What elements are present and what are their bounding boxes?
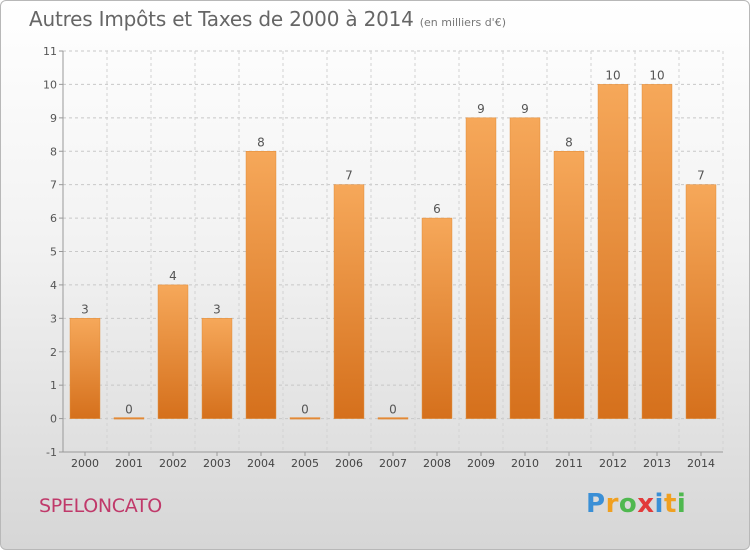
- commune-name: SPELONCATO: [39, 495, 162, 517]
- x-tick-label: 2001: [115, 457, 143, 470]
- label-layer: -1 0 1 2 3 4 5 6 7 8 9 10 11 3 2000 0 2001 4 2002 3 2003 8 200…: [43, 45, 715, 470]
- x-tick-label: 2000: [71, 457, 99, 470]
- chart-subtitle: (en milliers d'€): [419, 16, 506, 29]
- grid-layer: [59, 50, 724, 456]
- bar: [421, 217, 453, 419]
- logo-letter: t: [663, 489, 677, 519]
- x-tick-label: 2007: [379, 457, 407, 470]
- bar: [597, 84, 629, 419]
- x-tick-label: 2006: [335, 457, 363, 470]
- bar: [465, 117, 497, 419]
- data-label: 8: [565, 135, 573, 149]
- data-label: 3: [81, 302, 89, 316]
- x-tick-label: 2014: [687, 457, 715, 470]
- x-tick-label: 2010: [511, 457, 539, 470]
- data-label: 7: [697, 169, 705, 183]
- y-tick-label: 2: [50, 346, 57, 359]
- chart-title: Autres Impôts et Taxes de 2000 à 2014: [29, 7, 414, 31]
- y-tick-label: 1: [50, 379, 57, 392]
- y-tick-label: 9: [50, 112, 57, 125]
- data-label: 6: [433, 202, 441, 216]
- bar: [289, 417, 321, 420]
- bar: [553, 151, 585, 419]
- x-tick-label: 2005: [291, 457, 319, 470]
- bar-layer: [69, 84, 717, 420]
- title-row: Autres Impôts et Taxes de 2000 à 2014 (en…: [29, 7, 506, 31]
- bar: [333, 184, 365, 419]
- logo-letter: r: [605, 489, 619, 519]
- logo-letter: x: [637, 489, 655, 519]
- y-tick-label: 4: [50, 279, 57, 292]
- bar: [245, 151, 277, 419]
- logo-letter: o: [618, 489, 638, 519]
- data-label: 4: [169, 269, 177, 283]
- logo-letter: P: [586, 489, 606, 519]
- x-tick-label: 2011: [555, 457, 583, 470]
- data-label: 9: [521, 102, 529, 116]
- bar: [69, 318, 101, 419]
- bar: [201, 318, 233, 419]
- bar: [157, 284, 189, 419]
- x-tick-label: 2012: [599, 457, 627, 470]
- y-tick-label: 8: [50, 145, 57, 158]
- y-tick-label: -1: [46, 446, 57, 459]
- y-tick-label: 3: [50, 312, 57, 325]
- y-tick-label: 10: [43, 78, 57, 91]
- x-tick-label: 2013: [643, 457, 671, 470]
- data-label: 7: [345, 169, 353, 183]
- data-label: 9: [477, 102, 485, 116]
- data-label: 10: [649, 68, 664, 82]
- y-tick-label: 6: [50, 212, 57, 225]
- data-label: 0: [301, 403, 309, 417]
- bar: [685, 184, 717, 419]
- x-tick-label: 2004: [247, 457, 275, 470]
- y-tick-label: 0: [50, 413, 57, 426]
- bar: [641, 84, 673, 419]
- y-tick-label: 11: [43, 45, 57, 58]
- proxiti-logo[interactable]: Proxiti: [586, 489, 686, 519]
- y-tick-label: 7: [50, 179, 57, 192]
- data-label: 0: [389, 403, 397, 417]
- logo-letter: i: [676, 489, 687, 519]
- data-label: 8: [257, 135, 265, 149]
- x-tick-label: 2009: [467, 457, 495, 470]
- logo-letter: i: [654, 489, 664, 519]
- bar: [509, 117, 541, 419]
- x-tick-label: 2008: [423, 457, 451, 470]
- data-label: 10: [605, 68, 620, 82]
- bar: [113, 417, 145, 420]
- y-tick-label: 5: [50, 246, 57, 259]
- data-label: 3: [213, 302, 221, 316]
- x-tick-label: 2002: [159, 457, 187, 470]
- data-label: 0: [125, 403, 133, 417]
- bar: [377, 417, 409, 420]
- x-tick-label: 2003: [203, 457, 231, 470]
